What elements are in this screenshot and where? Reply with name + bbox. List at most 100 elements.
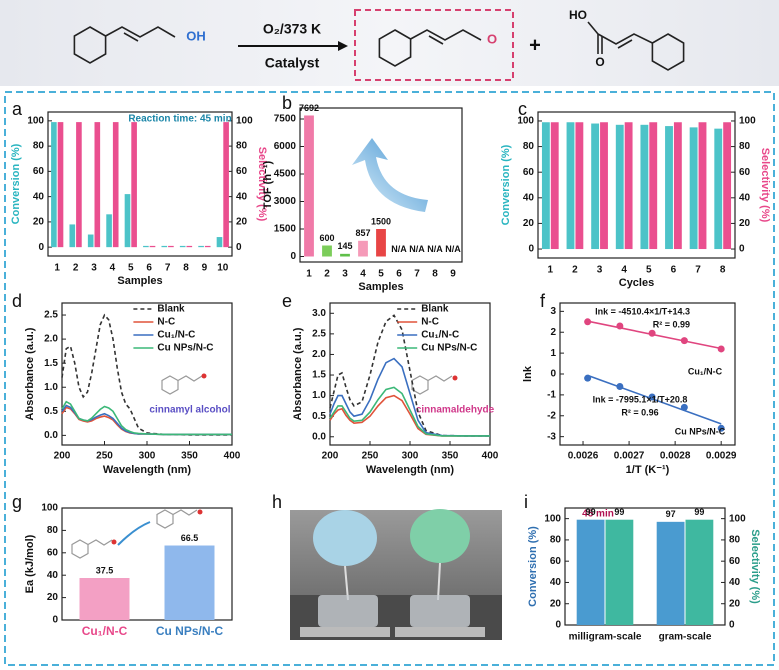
point — [648, 393, 656, 401]
plot-frame — [299, 107, 463, 263]
y-tick-label: 0.5 — [44, 406, 58, 417]
y-tick-label: 100 — [517, 116, 534, 127]
legend-label: Blank — [421, 304, 449, 315]
bar — [575, 122, 584, 250]
x-tick-label: 2 — [572, 265, 578, 276]
x-tick-label: gram-scale — [659, 632, 712, 643]
bar — [723, 122, 732, 250]
bar — [51, 122, 57, 248]
panel-letter: f — [540, 291, 546, 311]
data-label: 37.5 — [96, 565, 114, 575]
y-tick-label: 0 — [38, 242, 44, 253]
point — [680, 337, 688, 345]
fit-line — [587, 374, 722, 425]
photo — [290, 509, 502, 640]
y-tick-label: 60 — [33, 166, 45, 177]
y2-axis-label: Selectivity (%) — [759, 148, 771, 223]
x-tick-label: 7 — [165, 263, 171, 274]
reaction-arrowhead — [338, 41, 348, 51]
data-label: N/A — [445, 244, 461, 254]
x-tick-label: 9 — [202, 263, 208, 274]
x-tick-label: 8 — [183, 263, 189, 274]
y-tick-label: 3 — [550, 306, 556, 317]
y2-tick-label: 20 — [729, 598, 741, 609]
y2-tick-label: 20 — [236, 217, 248, 228]
y2-tick-label: 80 — [729, 535, 741, 546]
y2-tick-label: 60 — [236, 166, 248, 177]
x-tick-label: 6 — [146, 263, 152, 274]
y-tick-label: 0 — [290, 251, 296, 262]
bar — [376, 229, 386, 257]
fit-equation: lnk = -7995.1×1/T+20.8 — [593, 394, 688, 404]
bar — [550, 122, 559, 250]
y-tick-label: 1500 — [274, 224, 297, 235]
x-tick-label: 300 — [139, 451, 156, 462]
x-tick-label: 3 — [597, 265, 603, 276]
y-tick-label: 20 — [33, 217, 45, 228]
bar — [164, 545, 215, 620]
bar — [94, 122, 101, 248]
reactant-label: OH — [186, 28, 206, 43]
legend-label: N-C — [157, 317, 175, 328]
x-tick-label: 3 — [91, 263, 97, 274]
y-tick-label: 1.5 — [44, 358, 58, 369]
x-tick-label: 300 — [402, 451, 419, 462]
y-tick-label: 100 — [41, 503, 58, 514]
x-tick-label: 2 — [73, 263, 79, 274]
y-axis-label: Conversion (%) — [500, 144, 512, 225]
fit-r2: R² = 0.96 — [621, 407, 658, 417]
y-tick-label: 0 — [550, 369, 556, 380]
y-tick-label: 3000 — [274, 196, 297, 207]
y-axis-label: lnk — [522, 365, 534, 382]
point — [584, 318, 592, 326]
x-tick-label: 1 — [306, 269, 312, 280]
bar — [649, 122, 658, 250]
y-tick-label: 60 — [47, 547, 59, 558]
data-label: 145 — [337, 241, 352, 251]
x-tick-label: 6 — [671, 265, 677, 276]
bar — [198, 245, 204, 248]
x-axis-label: Wavelength (nm) — [103, 464, 192, 476]
y-tick-label: 2.5 — [312, 329, 326, 340]
y-tick-label: 100 — [27, 115, 44, 126]
y-tick-label: 0.5 — [312, 411, 326, 422]
data-label: N/A — [409, 244, 425, 254]
bar — [541, 122, 550, 250]
x-tick-label: 7 — [695, 265, 701, 276]
y2-axis-label: Selectivity (%) — [749, 529, 761, 604]
y-tick-label: 2.0 — [312, 349, 326, 360]
panel-letter: a — [12, 99, 23, 119]
bar — [186, 245, 193, 248]
y-tick-label: 2.0 — [44, 334, 58, 345]
x-tick-label: 200 — [322, 451, 339, 462]
x-tick-label: Cu₁/N-C — [82, 624, 128, 638]
y-tick-label: -3 — [547, 431, 556, 442]
data-label: 1500 — [371, 216, 391, 226]
line — [61, 400, 232, 436]
y-tick-label: 80 — [550, 535, 562, 546]
bar — [322, 245, 332, 257]
y-tick-label: 1.0 — [44, 382, 58, 393]
plot-frame — [61, 507, 233, 621]
y-tick-label: 100 — [544, 513, 561, 524]
bar — [57, 122, 64, 248]
bar — [615, 124, 624, 250]
bar — [340, 253, 350, 257]
annotation: cinnamaldehyde — [416, 405, 495, 416]
panel-letter: b — [282, 93, 292, 113]
y-tick-label: 2.5 — [44, 310, 58, 321]
data-label: 7692 — [299, 103, 319, 113]
bar — [223, 122, 229, 248]
point — [717, 345, 725, 353]
panel-letter: c — [518, 99, 527, 119]
y-axis-label: Conversion (%) — [10, 143, 22, 224]
line — [329, 386, 490, 437]
catalyst: Catalyst — [265, 55, 320, 71]
condition: O₂/373 K — [263, 21, 321, 37]
x-tick-label: Cu NPs/N-C — [156, 624, 224, 638]
data-label: N/A — [427, 244, 443, 254]
product-structure — [378, 29, 482, 67]
y-tick-label: 7500 — [274, 114, 297, 125]
bar — [179, 245, 186, 248]
bar — [124, 194, 131, 248]
